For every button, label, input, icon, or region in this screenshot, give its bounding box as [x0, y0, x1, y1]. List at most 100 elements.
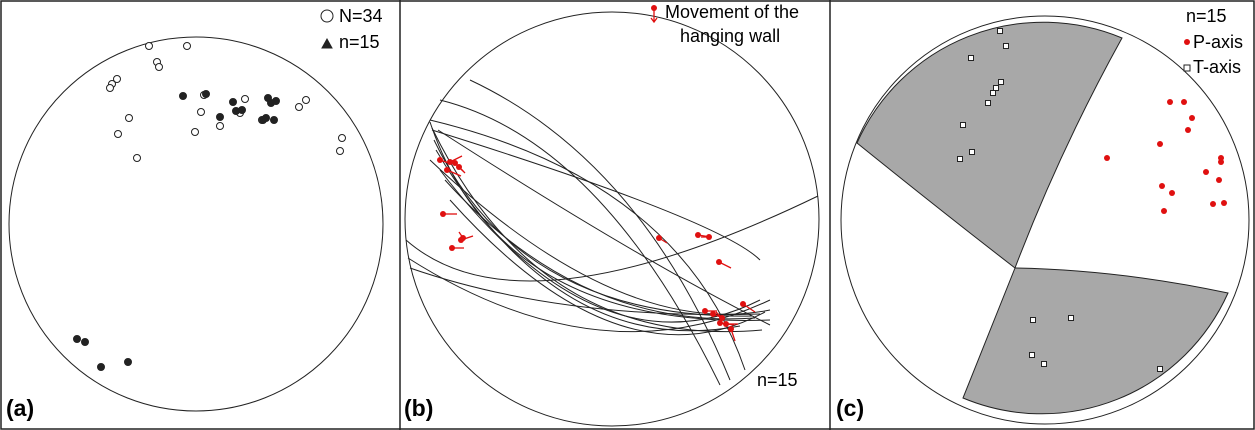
point	[1216, 177, 1222, 183]
point	[270, 116, 278, 124]
panel-b: Movement of the hanging wall n=15 (b)	[404, 2, 820, 427]
point	[957, 156, 963, 162]
point	[114, 130, 122, 138]
point	[125, 114, 133, 122]
stereonet	[404, 11, 820, 427]
legend-icon	[1184, 39, 1190, 45]
arrow	[446, 169, 462, 177]
point	[191, 128, 199, 136]
point	[990, 90, 996, 96]
point	[97, 363, 105, 371]
arrow	[658, 237, 668, 244]
point	[968, 55, 974, 61]
open-points	[106, 42, 346, 162]
point	[960, 122, 966, 128]
point	[1210, 201, 1216, 207]
arrow	[449, 155, 463, 163]
p-axes	[1104, 99, 1227, 214]
stereonet	[840, 15, 1250, 425]
legend-icon	[320, 9, 334, 23]
point	[216, 113, 224, 121]
legend-icon	[651, 5, 657, 11]
point	[993, 85, 999, 91]
arrow	[719, 322, 735, 326]
panel-c: n=15 P-axis T-axis (c)	[836, 6, 1250, 425]
great-circles	[405, 79, 819, 386]
point	[1203, 169, 1209, 175]
point	[1157, 141, 1163, 147]
legend-text: N=34	[339, 6, 383, 26]
stereonet	[8, 36, 384, 412]
sample-count: n=15	[757, 370, 798, 390]
point	[1169, 190, 1175, 196]
point	[1003, 43, 1009, 49]
point	[241, 95, 249, 103]
legend-text: P-axis	[1193, 32, 1243, 52]
arrow	[458, 166, 466, 174]
arrow	[730, 328, 736, 342]
legend-text: n=15	[1186, 6, 1227, 26]
point	[1167, 99, 1173, 105]
point	[1041, 361, 1047, 367]
panel-label: (b)	[404, 395, 433, 421]
panel-a: N=34 n=15 (a)	[6, 6, 384, 421]
arrow	[742, 303, 756, 313]
quadrant	[856, 21, 1123, 269]
point	[302, 96, 310, 104]
arrow	[715, 311, 723, 319]
arrow	[439, 159, 453, 165]
quadrant	[962, 267, 1229, 415]
point	[1159, 183, 1165, 189]
point	[262, 114, 270, 122]
filled-points	[73, 90, 280, 371]
t-axes	[957, 28, 1163, 372]
point	[1181, 99, 1187, 105]
point	[202, 90, 210, 98]
legend-text: n=15	[339, 32, 380, 52]
point	[179, 92, 187, 100]
movement-arrows	[437, 155, 756, 342]
legend-text: T-axis	[1193, 57, 1241, 77]
point	[1029, 352, 1035, 358]
point	[1218, 159, 1224, 165]
point	[113, 75, 121, 83]
legend-text: hanging wall	[680, 26, 780, 46]
point	[124, 358, 132, 366]
point	[229, 98, 237, 106]
point	[338, 134, 346, 142]
point	[969, 149, 975, 155]
point	[1104, 155, 1110, 161]
point	[238, 106, 246, 114]
point	[145, 42, 153, 50]
legend-icon	[321, 37, 333, 49]
point	[1221, 200, 1227, 206]
legend-icon	[650, 10, 658, 24]
point	[1185, 127, 1191, 133]
point	[985, 100, 991, 106]
point	[336, 147, 344, 155]
panel-label: (a)	[6, 395, 34, 421]
point	[106, 84, 114, 92]
point	[295, 103, 303, 111]
point	[197, 108, 205, 116]
point	[81, 338, 89, 346]
legend-text: Movement of the	[665, 2, 799, 22]
point	[1189, 115, 1195, 121]
point	[998, 79, 1004, 85]
point	[133, 154, 141, 162]
arrow	[458, 231, 464, 239]
point	[1030, 317, 1036, 323]
point	[1157, 366, 1163, 372]
point	[997, 28, 1003, 34]
point	[272, 97, 280, 105]
point	[1068, 315, 1074, 321]
point	[155, 63, 163, 71]
panel-label: (c)	[836, 395, 864, 421]
point	[183, 42, 191, 50]
arrow	[718, 261, 732, 269]
legend-icon	[1183, 64, 1191, 72]
point	[1161, 208, 1167, 214]
point	[73, 335, 81, 343]
